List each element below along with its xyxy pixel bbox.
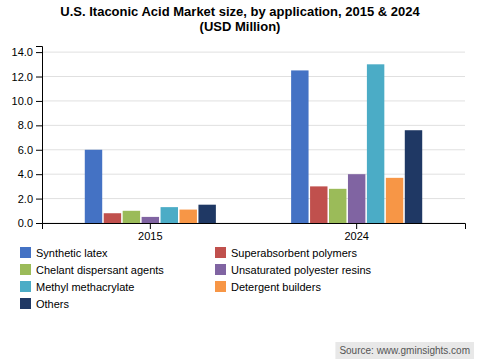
bar: [386, 178, 403, 223]
bar: [329, 189, 346, 223]
y-tick-label: 12.0: [12, 71, 33, 83]
legend-item: Methyl methacrylate: [20, 281, 134, 293]
legend-swatch: [215, 281, 226, 292]
bar: [367, 64, 384, 223]
bars: [85, 64, 422, 223]
bar: [123, 211, 140, 223]
legend-label: Detergent builders: [231, 281, 321, 293]
legend-swatch: [20, 281, 31, 292]
title-line: (USD Million): [200, 19, 281, 34]
bar: [405, 130, 422, 223]
legend-swatch: [20, 298, 31, 309]
x-tick: 2024: [344, 223, 368, 242]
grid: [42, 52, 465, 223]
grid-line: [42, 149, 465, 150]
legend-label: Chelant dispersant agents: [36, 264, 164, 276]
x-axis: 2015 2024: [43, 223, 466, 242]
y-tick-label: 8.0: [18, 119, 33, 131]
chart: U.S. Itaconic Acid Market size, by appli…: [0, 0, 480, 363]
y-axis: 0.0 2.0 4.0 6.0 8.0 10.0 12.0 14.0: [12, 46, 43, 229]
plot: 0.0 2.0 4.0 6.0 8.0 10.0 12.0 14.0 2015 2024: [12, 46, 466, 242]
legend-label: Unsaturated polyester resins: [231, 264, 372, 276]
legend-swatch: [215, 247, 226, 258]
y-tick-mark: [36, 174, 42, 175]
x-tick-label: 2024: [344, 230, 368, 242]
grid-line: [42, 100, 465, 101]
x-axis-line: [43, 224, 466, 230]
y-tick-mark: [36, 101, 42, 102]
bar: [85, 150, 102, 223]
grid-line: [42, 174, 465, 175]
bar: [291, 70, 308, 223]
legend-item: Chelant dispersant agents: [20, 264, 164, 276]
legend-item: Superabsorbent polymers: [215, 247, 357, 259]
title-line: U.S. Itaconic Acid Market size, by appli…: [60, 4, 420, 19]
bar: [142, 217, 159, 223]
legend-label: Synthetic latex: [36, 247, 108, 259]
bar: [161, 207, 178, 223]
y-tick: 6.0: [18, 144, 42, 156]
bar: [104, 213, 121, 223]
y-tick-label: 2.0: [18, 193, 33, 205]
grid-line: [42, 52, 465, 53]
legend: Synthetic latex Superabsorbent polymers Ch…: [20, 247, 372, 310]
source-text: Source: www.gminsights.com: [339, 345, 470, 356]
y-tick: 4.0: [18, 168, 42, 180]
y-tick-label: 6.0: [18, 144, 33, 156]
y-tick-mark: [36, 199, 42, 200]
bar: [310, 186, 327, 223]
y-tick-label: 10.0: [12, 95, 33, 107]
bar: [198, 205, 215, 223]
x-tick-label: 2015: [138, 230, 162, 242]
grid-line: [42, 125, 465, 126]
bar: [348, 174, 365, 223]
x-tick-mark: [150, 223, 151, 229]
legend-swatch: [20, 247, 31, 258]
y-axis-line: [36, 47, 43, 224]
y-tick-label: 0.0: [18, 217, 33, 229]
grid-line: [42, 76, 465, 77]
source-note: Source: www.gminsights.com: [335, 342, 474, 359]
legend-label: Methyl methacrylate: [36, 281, 134, 293]
legend-item: Synthetic latex: [20, 247, 108, 259]
legend-item: Detergent builders: [215, 281, 321, 293]
y-tick-mark: [36, 223, 42, 224]
y-tick: 8.0: [18, 119, 42, 131]
y-tick-label: 14.0: [12, 46, 33, 58]
y-tick: 2.0: [18, 193, 42, 205]
y-tick-label: 4.0: [18, 168, 33, 180]
legend-item: Others: [20, 298, 70, 310]
legend-label: Superabsorbent polymers: [231, 247, 357, 259]
legend-label: Others: [36, 298, 70, 310]
y-tick: 0.0: [18, 217, 42, 229]
bar: [180, 210, 197, 223]
y-tick-mark: [36, 125, 42, 126]
y-tick: 10.0: [12, 95, 42, 107]
x-tick: 2015: [138, 223, 162, 242]
y-tick: 12.0: [12, 71, 42, 83]
legend-item: Unsaturated polyester resins: [215, 264, 372, 276]
source-box: [335, 342, 474, 359]
y-tick-mark: [36, 77, 42, 78]
legend-swatch: [215, 264, 226, 275]
x-tick-mark: [356, 223, 357, 229]
legend-swatch: [20, 264, 31, 275]
y-tick-mark: [36, 150, 42, 151]
title: U.S. Itaconic Acid Market size, by appli…: [60, 4, 420, 34]
y-tick-mark: [36, 52, 42, 53]
y-tick: 14.0: [12, 46, 42, 58]
